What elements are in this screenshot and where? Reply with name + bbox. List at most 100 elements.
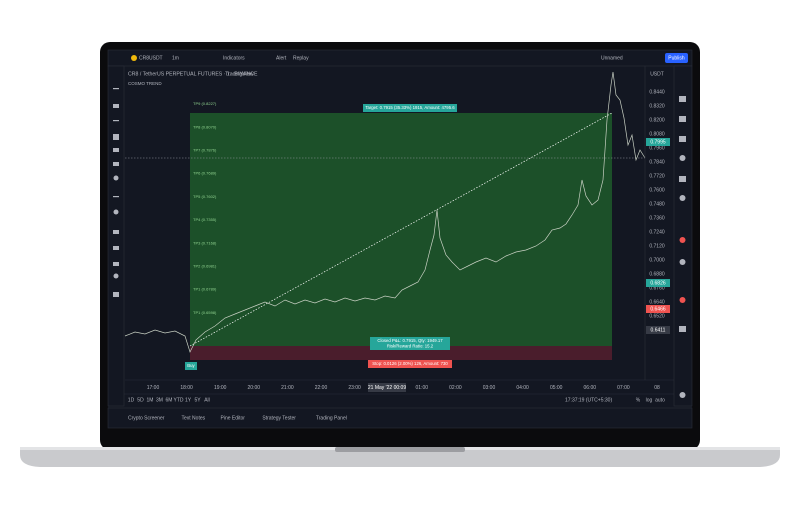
risk-reward-label: Risk/Reward Ratio: 15.2 (387, 344, 434, 349)
time-label: 18:00 (180, 385, 193, 391)
price-label: 0.7600 (649, 187, 665, 193)
range-button[interactable]: 1D (128, 397, 135, 403)
replay-button[interactable]: Replay (293, 55, 309, 61)
range-button[interactable]: 6M (166, 397, 173, 403)
price-label: 0.6880 (649, 271, 665, 277)
time-label: 20:00 (248, 385, 261, 391)
price-label: 0.6760 (649, 285, 665, 291)
target-box (363, 104, 457, 112)
take-profit-label: TP9 (0.8227) (193, 101, 217, 106)
current-time-box (368, 383, 406, 392)
panel-tab[interactable]: Crypto Screener (128, 415, 165, 421)
closed-label: Closed P&L: 0.7915, Qty: 1949.17 (377, 338, 443, 343)
take-profit-label: TP2 (0.6981) (193, 263, 217, 268)
interval[interactable]: 1m (172, 55, 179, 61)
top-toolbar (107, 49, 693, 67)
right-sidebar (673, 65, 693, 407)
loss-zone (190, 346, 612, 360)
time-label: 22:00 (315, 385, 328, 391)
tool-icons (113, 88, 119, 297)
price-label: 0.7360 (649, 215, 665, 221)
bottom-panel (107, 407, 693, 429)
price-badge-label: 0.7995 (650, 139, 666, 145)
price-label: 0.6520 (649, 313, 665, 319)
time-label: 23:00 (348, 385, 361, 391)
take-profit-label: TP1 (0.6789) (193, 287, 217, 292)
price-label: 0.7240 (649, 229, 665, 235)
indicator-name: COSMO TREND (128, 81, 162, 86)
range-button[interactable]: 1M (147, 397, 154, 403)
price-badge (646, 279, 670, 287)
price-label: 0.7480 (649, 201, 665, 207)
time-label: 02:00 (449, 385, 462, 391)
time-label: 17:00 (147, 385, 160, 391)
panel-tab[interactable]: Pine Editor (221, 415, 246, 421)
price-label: 0.7960 (649, 145, 665, 151)
take-profit-label: TP8 (0.8070) (193, 124, 217, 129)
range-button[interactable]: 1Y (185, 397, 192, 403)
target-label: Target: 0.7915 (35.33%) 1915, Amount: 47… (365, 105, 455, 110)
take-profit-label: TP6 (0.7689) (193, 171, 217, 176)
scale-button[interactable]: log (646, 397, 653, 403)
take-profit-label: TP1 (0.6598) (193, 310, 217, 315)
laptop-base (20, 447, 780, 467)
price-label: 0.8320 (649, 103, 665, 109)
entry-box (185, 362, 197, 370)
range-button[interactable]: 3M (156, 397, 163, 403)
publish-button[interactable] (665, 53, 688, 63)
time-label: 04:00 (516, 385, 529, 391)
current-time: 21 May '22 00:09 (368, 385, 406, 391)
entry-label: Buy (187, 363, 195, 368)
price-label: 0.7120 (649, 243, 665, 249)
take-profit-label: TP5 (0.7602) (193, 194, 217, 199)
price-badge-label: 0.6411 (651, 327, 666, 333)
price-badge (646, 305, 670, 313)
price-label: 0.7720 (649, 173, 665, 179)
trade-line (189, 112, 613, 347)
publish-label: Publish (668, 55, 685, 61)
notch (335, 447, 465, 452)
alert-button[interactable]: Alert (276, 55, 287, 61)
range-button[interactable]: All (204, 397, 210, 403)
price-label: 0.6640 (649, 299, 665, 305)
price-label: 0.7840 (649, 159, 665, 165)
time-label: 06:00 (584, 385, 597, 391)
range-buttons: 1D 5D 1M 3M 6M YTD 1Y 5Y All (128, 397, 210, 403)
time-label: 05:00 (550, 385, 563, 391)
time-label: 08 (654, 385, 660, 391)
time-label: 03:00 (483, 385, 496, 391)
panel-tabs: Crypto Screener Text Notes Pine Editor Stra… (128, 415, 347, 421)
scale-button[interactable]: auto (655, 397, 665, 403)
left-toolbar (107, 65, 125, 407)
closed-box (370, 337, 450, 350)
panel-tab[interactable]: Trading Panel (316, 415, 347, 421)
take-profit-label: TP7 (0.7876) (193, 147, 217, 152)
price-label: 0.8440 (649, 89, 665, 95)
price-line (124, 71, 646, 353)
stop-label: Stop: 0.0126 (2.00%) 126, Amount: 730 (372, 361, 448, 366)
layout-name[interactable]: Unnamed (601, 55, 623, 61)
take-profit-labels: TP9 (0.8227) TP8 (0.8070) TP7 (0.7876) TP6 … (193, 101, 217, 315)
panel-tab[interactable]: Text Notes (182, 415, 206, 421)
range-button[interactable]: 5D (137, 397, 144, 403)
price-badge-label: 0.6826 (650, 280, 666, 286)
price-label: 0.8200 (649, 117, 665, 123)
time-label: 19:00 (214, 385, 227, 391)
time-label: 01:00 (416, 385, 429, 391)
take-profit-label: TP4 (0.7355) (193, 217, 217, 222)
indicators-button[interactable]: Indicators (223, 55, 245, 61)
range-button[interactable]: 5Y (194, 397, 201, 403)
price-label: 0.8080 (649, 131, 665, 137)
range-button[interactable]: YTD (174, 397, 184, 403)
price-axis: 0.8440 0.8320 0.8200 0.8080 0.7960 0.7840 0.77… (646, 89, 670, 334)
price-badge (646, 326, 670, 334)
currency: USDT (650, 71, 664, 77)
stop-box (368, 360, 452, 368)
symbol[interactable]: CR8USDT (139, 55, 163, 61)
panel-tab[interactable]: Strategy Tester (262, 415, 296, 421)
scale-button[interactable]: % (636, 397, 641, 403)
price-badge (646, 138, 670, 146)
price-badge-label: 0.6466 (650, 306, 666, 312)
take-profit-label: TP3 (0.7168) (193, 240, 217, 245)
